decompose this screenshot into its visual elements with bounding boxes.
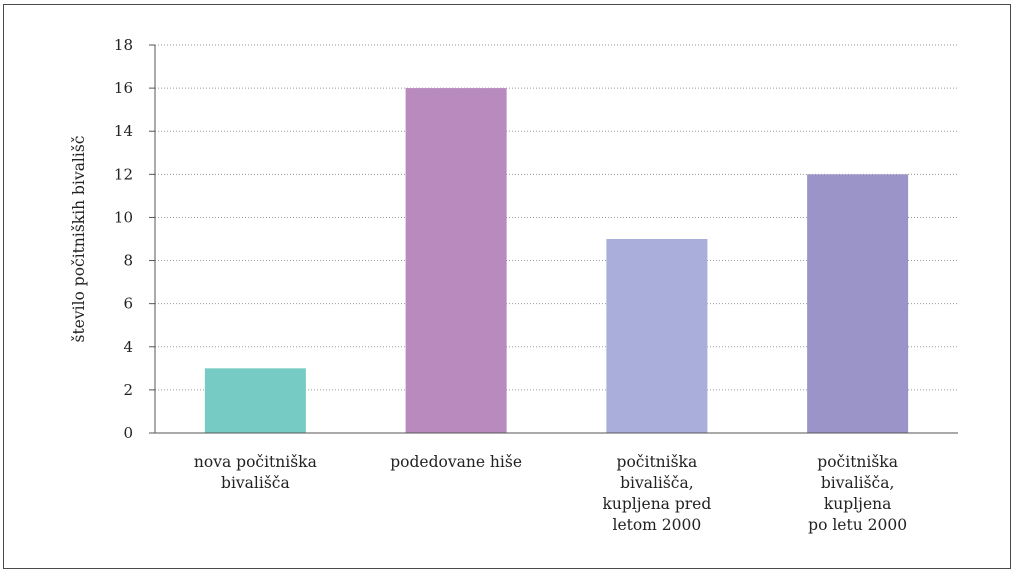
bar <box>204 368 306 433</box>
y-tick-label: 18 <box>114 36 133 54</box>
y-axis-title: število počitniških bivališč <box>70 136 88 343</box>
y-tick-label: 0 <box>123 424 133 442</box>
x-category-label: nova počitniška bivališča <box>194 453 317 492</box>
y-tick-label: 16 <box>114 79 133 97</box>
x-category-labels: nova počitniška bivališča podedovane hiše p… <box>194 453 907 534</box>
x-category-label: počitniška bivališča, kupljena po letu 2000 <box>808 453 907 534</box>
x-category-label: podedovane hiše <box>390 453 522 471</box>
y-tick-label: 4 <box>123 338 133 356</box>
y-tick-label: 2 <box>123 381 133 399</box>
y-tick-label: 8 <box>123 252 133 270</box>
bar <box>807 174 909 434</box>
y-tick-label: 10 <box>114 208 133 226</box>
axes <box>149 44 958 434</box>
y-tick-label: 12 <box>114 165 133 183</box>
bar <box>405 88 507 433</box>
bars <box>204 88 909 434</box>
y-tick-label: 14 <box>114 122 133 140</box>
x-category-label: počitniška bivališča, kupljena pred letom 2… <box>602 453 711 534</box>
y-tick-labels: 0 2 4 6 8 10 12 14 16 18 <box>114 36 133 442</box>
bar <box>606 239 708 433</box>
chart-frame <box>3 4 1011 569</box>
y-tick-label: 6 <box>123 295 133 313</box>
